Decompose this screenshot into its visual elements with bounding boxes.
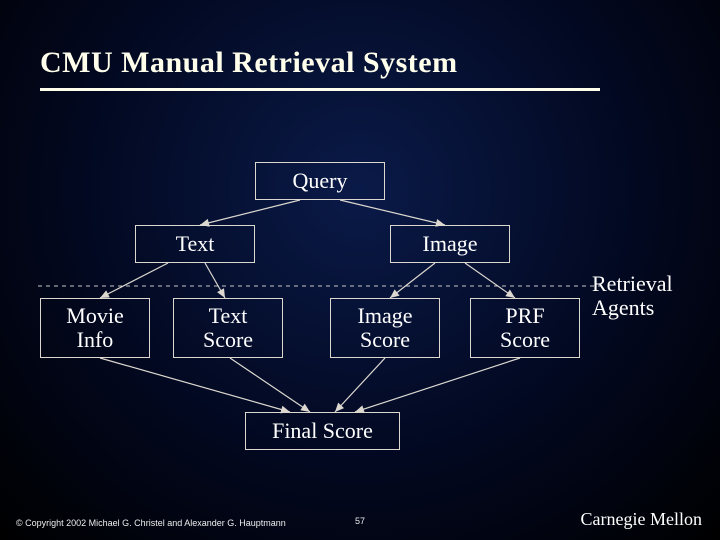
node-image-score: ImageScore [330, 298, 440, 358]
node-prf-score: PRFScore [470, 298, 580, 358]
node-final-score: Final Score [245, 412, 400, 450]
node-text: Text [135, 225, 255, 263]
diagram-svg [0, 0, 720, 540]
node-movie-info: MovieInfo [40, 298, 150, 358]
node-image: Image [390, 225, 510, 263]
footer-brand: Carnegie Mellon [581, 509, 702, 530]
retrieval-agents-label: RetrievalAgents [592, 272, 673, 320]
slide: CMU Manual Retrieval System Query Text I… [0, 0, 720, 540]
node-query: Query [255, 162, 385, 200]
node-text-score: TextScore [173, 298, 283, 358]
